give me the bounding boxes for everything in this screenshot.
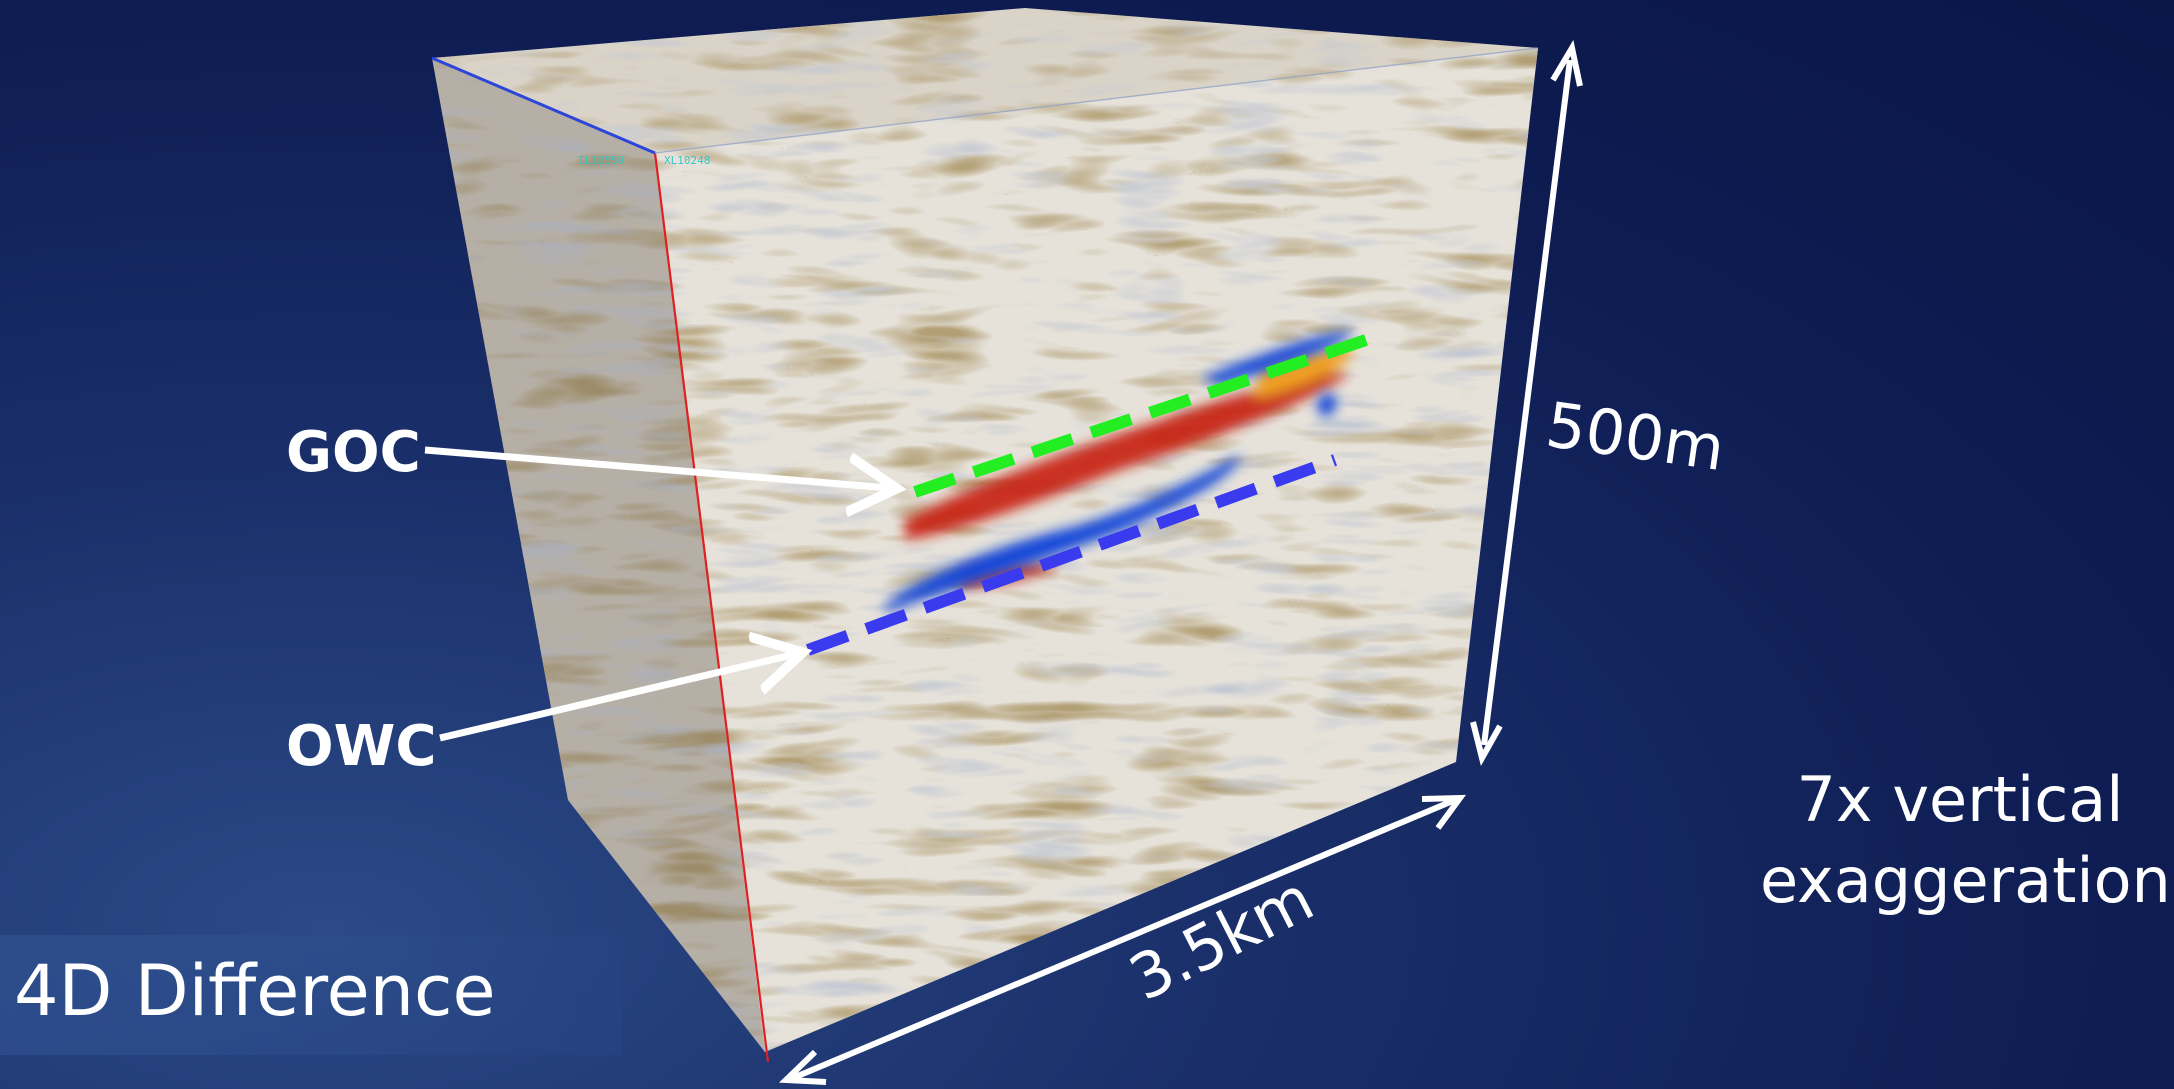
cube-top-edge xyxy=(431,56,656,155)
anomaly-blue xyxy=(885,330,1355,612)
width-dimension-arrow xyxy=(778,794,1467,1085)
cube-front-edge xyxy=(653,152,770,1063)
goc-label: GOC xyxy=(286,420,421,485)
owc-arrow xyxy=(439,654,796,742)
slide-title: 4D Difference xyxy=(14,950,496,1032)
goc-arrow xyxy=(424,446,890,488)
exaggeration-label: 7x vertical exaggeration xyxy=(1760,763,2171,917)
goc-line xyxy=(913,332,1374,498)
inline-label: IL10559 xyxy=(578,154,624,167)
crossline-label: XL10248 xyxy=(664,154,710,167)
title-band xyxy=(0,935,622,1055)
owc-label: OWC xyxy=(286,714,437,779)
height-dimension-arrow xyxy=(1470,39,1583,767)
owc-line xyxy=(805,454,1338,656)
